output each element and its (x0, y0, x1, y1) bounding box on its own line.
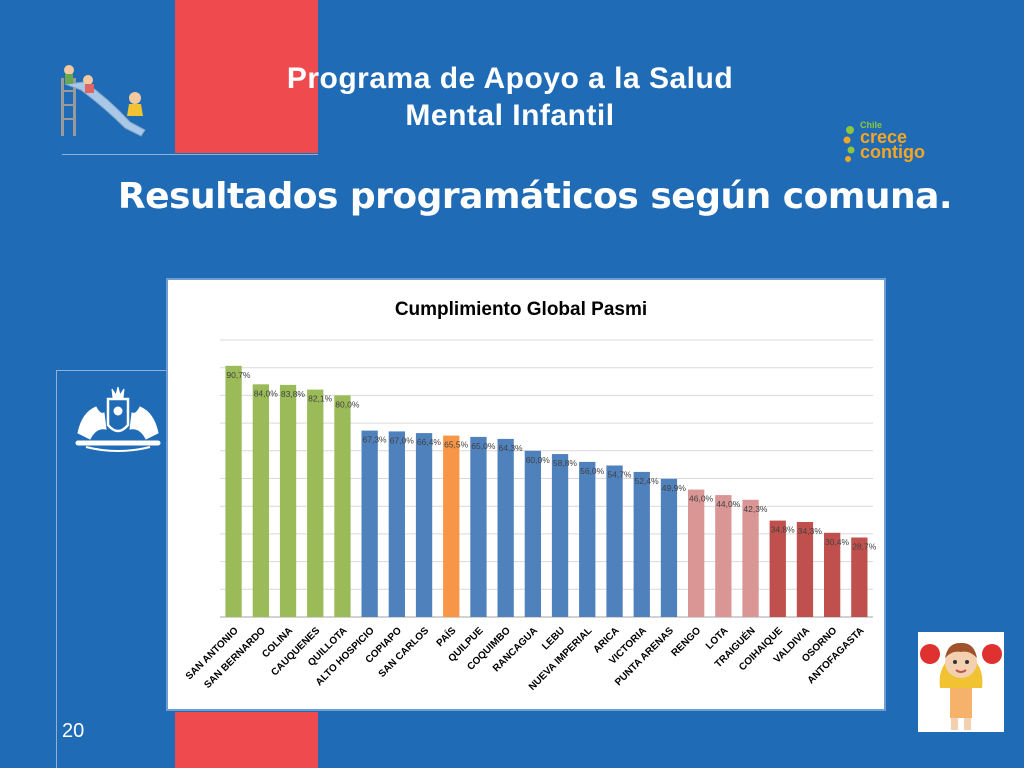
bar (388, 431, 405, 617)
bar (606, 465, 623, 617)
data-label: 64,3% (499, 443, 524, 453)
logo-line2: contigo (860, 142, 925, 162)
data-label: 83,8% (281, 389, 306, 399)
children-slide-illustration (55, 60, 155, 142)
data-label: 84,0% (254, 388, 279, 398)
bar (742, 499, 759, 617)
bar (769, 520, 786, 617)
data-label: 80,0% (335, 399, 360, 409)
data-label: 56,0% (580, 466, 605, 476)
bar (252, 384, 269, 617)
data-label: 28,7% (852, 542, 877, 552)
bar (279, 384, 297, 617)
chile-crece-contigo-logo: Chile crece contigo (842, 120, 942, 166)
bar (470, 436, 487, 617)
bar (796, 522, 814, 617)
bar (660, 478, 678, 617)
chart-gridlines (220, 339, 873, 618)
bar (551, 454, 569, 617)
bar (415, 433, 433, 617)
bar (443, 435, 460, 617)
bar (688, 489, 705, 617)
bar (334, 395, 351, 617)
bar (524, 450, 541, 617)
data-label: 52,4% (635, 476, 660, 486)
girl-illustration (918, 632, 1004, 732)
data-label: 58,8% (553, 458, 578, 468)
red-accent-strip-top (175, 0, 318, 153)
category-label: PAÍS (433, 624, 458, 649)
data-label: 65,5% (444, 440, 469, 450)
data-label: 42,3% (743, 504, 768, 514)
bar-chart: Cumplimiento Global Pasmi 90,7%84,0% 83,8… (184, 299, 877, 693)
bar (225, 365, 242, 617)
data-label: 82,1% (308, 394, 333, 404)
logo-line1: crece (860, 127, 908, 147)
logo-small-text: Chile (860, 120, 883, 130)
category-label: RENGO (670, 625, 704, 659)
data-label: 30,4% (825, 537, 850, 547)
data-label: 34,3% (798, 526, 823, 536)
chart-bars (225, 365, 868, 617)
data-label: 60,0% (526, 455, 551, 465)
bar (361, 430, 378, 617)
data-label: 34,8% (771, 525, 796, 535)
bar (579, 461, 596, 617)
category-label: SAN CARLOS (377, 625, 432, 680)
data-label: 67,0% (390, 435, 415, 445)
data-label: 90,7% (226, 370, 251, 380)
coat-of-arms-icon (70, 385, 165, 455)
side-divider-horizontal (56, 370, 166, 371)
header-title: Programa de Apoyo a la Salud Mental Infa… (200, 60, 820, 134)
side-divider-vertical (56, 370, 57, 768)
header-divider (62, 154, 318, 155)
data-label: 65,0% (471, 441, 496, 451)
chart-data-labels: 90,7%84,0% 83,8% 82,1%80,0% 67,3% 67,0% 66,4%… (226, 370, 876, 552)
main-title: Resultados programáticos según comuna. (117, 176, 953, 217)
bar (851, 537, 868, 617)
bar (307, 389, 324, 617)
data-label: 54,7% (607, 470, 632, 480)
header-title-line2: Mental Infantil (405, 99, 615, 132)
page-number: 20 (62, 720, 85, 742)
data-label: 44,0% (716, 499, 741, 509)
data-label: 67,3% (363, 435, 388, 445)
data-label: 66,4% (417, 437, 442, 447)
header-title-line1: Programa de Apoyo a la Salud (286, 62, 734, 95)
chart-panel: Cumplimiento Global Pasmi 90,7% 84,0% 83,8… (166, 278, 886, 711)
bar (633, 471, 650, 617)
data-label: 49,9% (662, 483, 687, 493)
bar (715, 495, 732, 617)
chart-title: Cumplimiento Global Pasmi (395, 299, 647, 320)
data-label: 46,0% (689, 494, 714, 504)
red-accent-strip-bottom (175, 712, 318, 768)
bar (824, 532, 841, 617)
bar (497, 438, 514, 617)
